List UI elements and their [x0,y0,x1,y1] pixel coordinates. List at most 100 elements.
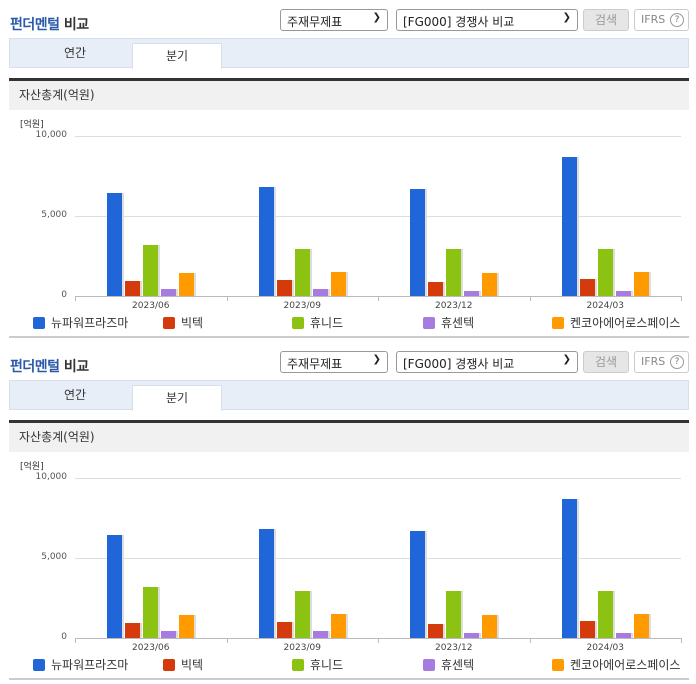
group-select[interactable]: [FG000] 경쟁사 비교 ❯ [396,9,578,31]
legend-item[interactable]: 빅텍 [163,656,203,673]
section-title: 자산총계(억원) [9,420,689,452]
y-tick-label: 10,000 [35,130,68,140]
legend-item[interactable]: 켄코아에어로스페이스 [552,656,680,673]
bar[interactable] [446,590,461,638]
bar[interactable] [143,586,158,638]
legend-item[interactable]: 휴니드 [292,656,343,673]
y-tick-label: 5,000 [41,552,67,562]
x-tick [75,638,76,643]
bar[interactable] [597,248,613,296]
bar[interactable] [330,272,346,296]
section-title: 자산총계(억원) [9,78,689,110]
bar[interactable] [276,622,292,638]
search-button[interactable]: 검색 [583,9,629,31]
bar[interactable] [579,279,595,296]
bar[interactable] [561,498,577,638]
bar[interactable] [428,623,443,638]
legend-label: 뉴파워프라즈마 [51,658,129,672]
bar[interactable] [107,535,122,638]
bar[interactable] [615,633,631,638]
x-tick-label: 2023/09 [283,643,321,653]
bar[interactable] [561,156,577,296]
bar[interactable] [125,280,140,296]
bar[interactable] [464,633,479,638]
legend-swatch-icon [423,658,435,671]
panel-header: 펀더멘털 비교 주재무제표 ❯ [FG000] 경쟁사 비교 ❯ 검색 IFRS? [0,342,696,380]
statement-select[interactable]: 주재무제표 ❯ [280,9,388,31]
group-select-value: [FG000] 경쟁사 비교 [403,15,515,29]
bar[interactable] [410,188,425,296]
bar[interactable] [143,244,158,296]
bar[interactable] [312,288,328,296]
bar[interactable] [597,590,613,638]
legend-item[interactable]: 켄코아에어로스페이스 [552,314,680,331]
x-tick [378,638,379,643]
help-icon[interactable]: ? [670,355,684,369]
gridline [75,478,681,479]
bar[interactable] [633,614,649,638]
tab-quarterly[interactable]: 분기 [132,43,222,69]
legend-swatch-icon [163,658,175,671]
bar[interactable] [125,622,140,638]
y-tick-label: 0 [61,632,67,642]
bar[interactable] [276,280,292,296]
bar[interactable] [633,272,649,296]
legend-item[interactable]: 휴센텍 [423,314,474,331]
bar[interactable] [179,614,194,638]
bar[interactable] [161,288,176,296]
bar[interactable] [258,187,274,296]
x-tick-label: 2024/03 [586,301,624,311]
legend-label: 휴센텍 [441,316,475,330]
legend-item[interactable]: 뉴파워프라즈마 [33,314,128,331]
bar[interactable] [294,248,310,296]
chevron-down-icon: ❯ [372,12,381,23]
bar[interactable] [258,529,274,638]
bar[interactable] [464,291,479,296]
bar[interactable] [428,281,443,296]
legend-item[interactable]: 빅텍 [163,314,203,331]
legend-label: 휴니드 [310,658,344,672]
bar[interactable] [482,614,497,638]
bar[interactable] [161,630,176,638]
bar[interactable] [330,614,346,638]
bar[interactable] [294,590,310,638]
tab-annual[interactable]: 연간 [63,388,87,402]
search-button[interactable]: 검색 [583,351,629,373]
panel-title: 펀더멘털 비교 [10,356,89,376]
legend-item[interactable]: 뉴파워프라즈마 [33,656,128,673]
bar-chart: [억원] 0 5,000 10,000 2023/06 2023/09 2023/12 20… [9,452,689,678]
statement-select[interactable]: 주재무제표 ❯ [280,351,388,373]
title-rest: 비교 [59,17,89,33]
ifrs-button[interactable]: IFRS? [634,9,689,31]
tab-quarterly[interactable]: 분기 [132,385,222,411]
bar[interactable] [579,621,595,638]
bar[interactable] [179,272,194,296]
legend-item[interactable]: 휴니드 [292,314,343,331]
fundamental-compare-panel: 펀더멘털 비교 주재무제표 ❯ [FG000] 경쟁사 비교 ❯ 검색 IFRS? … [0,342,696,684]
y-axis-unit: [억원] [20,462,44,472]
legend-swatch-icon [163,316,175,329]
tab-annual[interactable]: 연간 [63,46,87,60]
gridline [75,136,681,137]
x-tick [529,638,531,643]
x-tick-label: 2023/06 [132,643,170,653]
bar[interactable] [482,272,497,296]
divider [9,678,689,680]
statement-select-value: 주재무제표 [287,357,343,371]
title-rest: 비교 [59,359,89,375]
help-icon[interactable]: ? [670,13,684,27]
bar[interactable] [615,291,631,296]
y-tick-label: 5,000 [41,210,67,220]
legend-label: 휴니드 [310,316,344,330]
ifrs-button[interactable]: IFRS? [634,351,689,373]
bar[interactable] [312,630,328,638]
bar[interactable] [107,193,122,296]
bar[interactable] [446,248,461,296]
x-tick-label: 2023/09 [283,301,321,311]
legend-item[interactable]: 휴센텍 [423,656,474,673]
x-tick [681,638,682,643]
legend-swatch-icon [33,316,45,329]
bar[interactable] [410,530,425,638]
group-select[interactable]: [FG000] 경쟁사 비교 ❯ [396,351,578,373]
x-tick-label: 2023/06 [132,301,170,311]
